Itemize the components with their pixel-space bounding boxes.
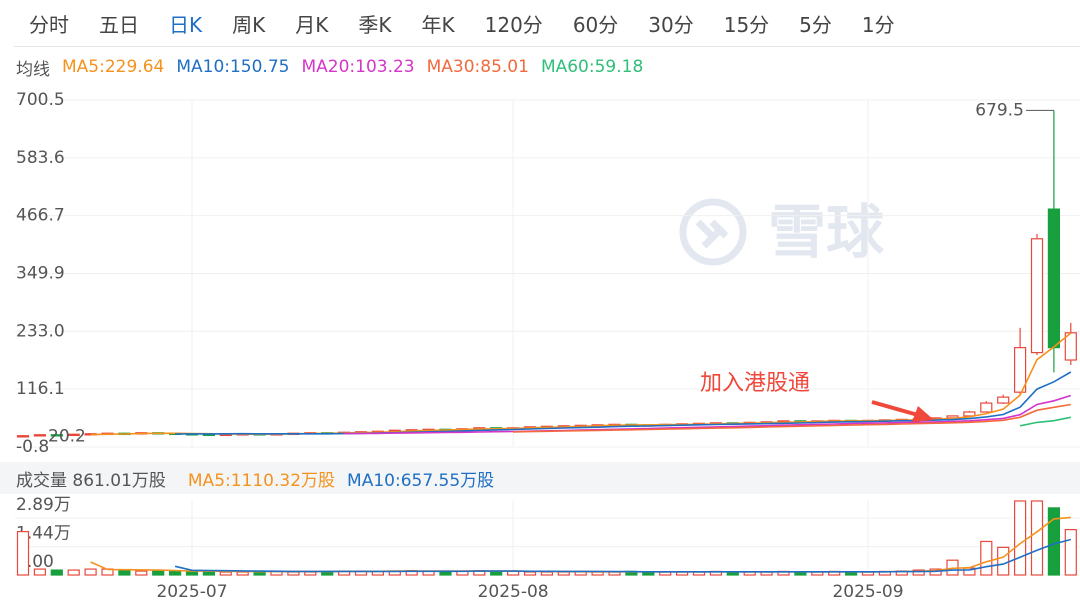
volume-bar bbox=[1064, 529, 1077, 576]
period-tab[interactable]: 1分 bbox=[861, 12, 895, 37]
candle-body bbox=[1013, 347, 1027, 393]
y-tick-label: 116.1 bbox=[16, 379, 65, 399]
legend-item: MA60:59.18 bbox=[540, 57, 644, 77]
candle-body bbox=[1030, 238, 1044, 354]
x-tick-label: 2025-09 bbox=[832, 582, 903, 602]
volume-bar bbox=[540, 571, 554, 576]
y-tick-label: 700.5 bbox=[16, 90, 65, 110]
volume-title: 成交量 861.01万股 bbox=[16, 470, 166, 491]
volume-bar bbox=[557, 571, 570, 576]
volume-bar bbox=[33, 568, 47, 576]
ma-line bbox=[1019, 416, 1071, 427]
y-tick-label: 466.7 bbox=[16, 206, 65, 226]
min-label: 20.2 bbox=[48, 427, 86, 447]
ma-legend: 均线 MA5:229.64 MA10:150.75 MA20:103.23 MA30:8… bbox=[16, 52, 655, 82]
period-tab[interactable]: 周K bbox=[232, 12, 266, 37]
ma-line bbox=[344, 394, 1072, 435]
y-tick-label: 583.6 bbox=[16, 148, 65, 168]
volume-bar bbox=[219, 571, 232, 576]
volume-bar bbox=[16, 530, 30, 576]
legend-item: MA20:103.23 bbox=[301, 57, 415, 77]
candle-body bbox=[50, 434, 63, 437]
period-tab[interactable]: 月K bbox=[295, 12, 329, 37]
period-tab[interactable]: 日K bbox=[169, 12, 203, 37]
x-tick-label: 2025-08 bbox=[478, 582, 549, 602]
volume-header: 成交量 861.01万股 MA5:1110.32万股 MA10:657.55万股 bbox=[0, 462, 1080, 494]
volume-bar bbox=[152, 570, 165, 576]
candle-body bbox=[1064, 332, 1077, 361]
annotation-arrow bbox=[871, 400, 934, 422]
volume-bar bbox=[304, 571, 317, 576]
volume-bar bbox=[523, 571, 537, 576]
volume-bar bbox=[50, 569, 63, 576]
y-tick-label: 233.0 bbox=[16, 321, 65, 341]
candle-body bbox=[1047, 208, 1061, 349]
legend-item: MA30:85.01 bbox=[426, 57, 529, 77]
y-tick-label: -0.8 bbox=[16, 437, 49, 457]
volume-bar bbox=[1013, 500, 1027, 576]
period-tab[interactable]: 15分 bbox=[723, 12, 770, 37]
volume-bar bbox=[169, 570, 182, 576]
candle-body bbox=[16, 435, 30, 438]
legend-item: MA10:657.55万股 bbox=[347, 470, 495, 491]
y-tick-label: 1.44万 bbox=[16, 524, 71, 544]
x-tick-label: 2025-07 bbox=[156, 582, 227, 602]
volume-bar bbox=[997, 546, 1010, 576]
volume-bar bbox=[1047, 507, 1061, 576]
volume-bar bbox=[236, 571, 249, 576]
candle-body bbox=[997, 396, 1010, 404]
volume-bar bbox=[507, 570, 520, 576]
candle-body bbox=[67, 433, 80, 437]
volume-bar bbox=[912, 569, 925, 576]
volume-bar bbox=[185, 570, 199, 576]
ma-line bbox=[90, 516, 1071, 573]
period-tab[interactable]: 30分 bbox=[648, 12, 694, 37]
ma-line bbox=[174, 538, 1072, 573]
legend-item: MA5:229.64 bbox=[62, 57, 165, 77]
period-tab[interactable]: 分时 bbox=[29, 12, 69, 37]
volume-bar bbox=[118, 569, 131, 576]
legend-item: MA10:150.75 bbox=[176, 57, 290, 77]
annotation: 加入港股通 bbox=[700, 371, 810, 396]
candle-body bbox=[980, 402, 993, 413]
legend-item: MA5:1110.32万股 bbox=[187, 470, 336, 491]
watermark bbox=[679, 198, 747, 266]
volume-bar bbox=[84, 568, 97, 576]
period-tab[interactable]: 五日 bbox=[99, 12, 139, 37]
volume-bar bbox=[980, 540, 993, 576]
watermark-text: 雪球 bbox=[768, 198, 885, 266]
volume-bar bbox=[1030, 500, 1044, 576]
volume-bar bbox=[287, 571, 300, 576]
period-tab[interactable]: 120分 bbox=[484, 12, 543, 37]
period-tab[interactable]: 年K bbox=[421, 12, 455, 37]
ma-line bbox=[513, 403, 1071, 433]
max-label: 679.5 bbox=[975, 100, 1024, 120]
volume-bar bbox=[135, 570, 148, 576]
period-tabs: 分时 五日 日K 周K 月K 季K 年K 120分 60分 30分 15分 5分 1分 bbox=[14, 0, 1080, 47]
y-tick-label: 349.9 bbox=[16, 263, 65, 283]
period-tab[interactable]: 5分 bbox=[799, 12, 832, 37]
volume-bar bbox=[67, 569, 80, 576]
candle-body bbox=[963, 411, 976, 417]
candle-body bbox=[33, 434, 47, 437]
legend-title: 均线 bbox=[16, 59, 50, 80]
period-tab[interactable]: 60分 bbox=[572, 12, 619, 37]
period-tab[interactable]: 季K bbox=[358, 12, 392, 37]
y-tick-label: 2.89万 bbox=[16, 495, 71, 515]
